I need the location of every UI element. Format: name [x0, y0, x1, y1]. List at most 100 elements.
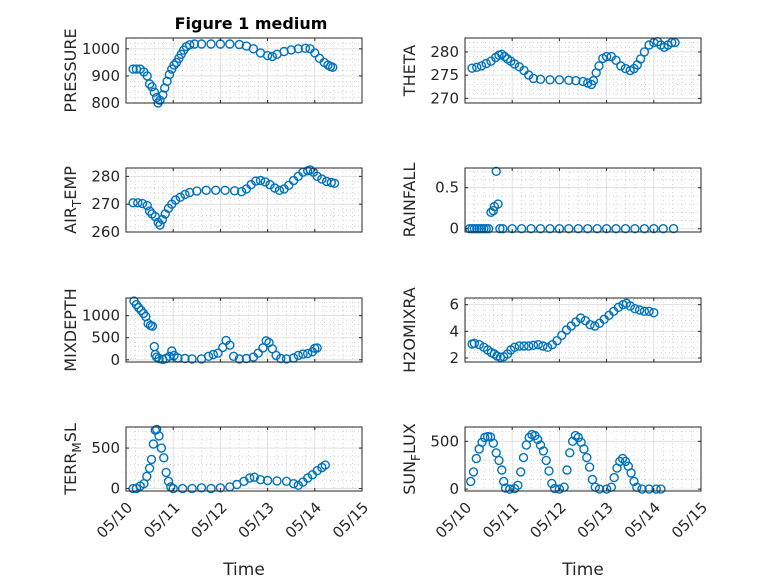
data-point: [588, 75, 599, 86]
data-point: [528, 73, 539, 84]
data-point: [592, 223, 602, 234]
data-point: [225, 340, 235, 350]
panel-air-temp: 260 270 280 AIRTEMP: [61, 165, 363, 241]
data-point: [583, 223, 593, 234]
data-point: [155, 220, 165, 230]
data-point: [509, 342, 520, 352]
data-point: [310, 48, 320, 58]
axes-frame: [125, 426, 363, 492]
data-point: [562, 465, 572, 475]
data-point: [494, 455, 504, 466]
data-point: [513, 480, 523, 490]
data-point: [220, 185, 230, 196]
data-point: [234, 354, 245, 364]
data-point: [471, 453, 481, 464]
data-point: [554, 223, 565, 234]
data-point: [601, 51, 612, 62]
data-point: [559, 482, 569, 492]
data-point: [547, 478, 557, 489]
data-point: [483, 223, 494, 234]
data-point: [293, 44, 303, 54]
data-point: [616, 61, 626, 71]
data-point: [615, 456, 625, 467]
data-point: [164, 69, 175, 80]
data-point: [524, 341, 534, 351]
data-point: [167, 346, 177, 356]
data-point: [582, 452, 592, 463]
data-point: [472, 62, 482, 73]
data-point: [288, 479, 299, 489]
data-point: [493, 199, 503, 209]
data-point: [644, 306, 654, 316]
data-point: [620, 456, 631, 467]
data-point: [639, 47, 650, 57]
data-point: [148, 439, 159, 449]
data-point: [601, 223, 612, 234]
data-point: [201, 185, 211, 196]
data-point: [526, 223, 536, 234]
panel-h2omixra: 2 4 6 H2OMIXRA: [400, 287, 702, 373]
data-point: [155, 95, 165, 106]
data-point: [149, 87, 160, 97]
data-point: [667, 37, 677, 48]
data-point: [146, 454, 157, 465]
y-tick-label: 1000: [82, 40, 120, 58]
data-point: [203, 351, 214, 361]
data-point: [244, 473, 255, 483]
data-point: [298, 349, 308, 359]
y-tick-label: 2: [449, 349, 459, 367]
data-point: [649, 223, 659, 234]
y-tick-label: 280: [430, 43, 459, 61]
data-point: [144, 463, 155, 473]
data-point: [668, 223, 679, 234]
axes-frame: [464, 37, 702, 104]
data-point: [535, 440, 546, 450]
x-tick-label: 05/12: [526, 499, 569, 542]
y-axis-label: SUNFLUX: [400, 423, 423, 495]
data-point: [215, 483, 226, 493]
data-point: [189, 39, 200, 49]
x-tick-label: 05/14: [621, 499, 664, 542]
y-tick-label: 260: [91, 223, 120, 241]
y-tick-label: 4: [449, 322, 459, 340]
data-point: [177, 483, 188, 494]
data-point: [225, 39, 235, 49]
data-point: [533, 434, 543, 445]
data-point: [128, 198, 138, 208]
data-point: [579, 444, 589, 454]
axes-frame: [464, 167, 702, 233]
data-point: [670, 37, 680, 48]
y-axis-label: MIXDEPTH: [61, 288, 80, 371]
data-point: [509, 59, 520, 69]
data-point: [639, 306, 650, 316]
data-point: [248, 44, 259, 54]
data-point: [136, 305, 146, 316]
axes-frame: [464, 297, 702, 363]
data-point: [284, 180, 294, 191]
panel-sun-flux: 0 500 05/10 05/11 05/12 05/13 05/14 05/15 Time SU…: [400, 423, 711, 580]
data-point: [468, 467, 479, 477]
data-point: [516, 467, 526, 477]
data-point: [303, 473, 313, 483]
data-point: [550, 483, 560, 494]
y-tick-label: 0: [449, 220, 459, 238]
data-point: [286, 45, 296, 55]
data-point: [208, 349, 219, 360]
data-point: [206, 39, 216, 49]
y-tick-label: 800: [91, 94, 120, 112]
data-point: [312, 171, 322, 182]
data-point: [196, 39, 207, 49]
data-point: [575, 313, 586, 323]
data-point: [497, 49, 507, 59]
data-point: [164, 351, 175, 361]
y-tick-label: 500: [91, 439, 120, 457]
data-point: [488, 205, 498, 216]
data-point: [606, 482, 616, 492]
y-tick-label: 900: [91, 67, 120, 85]
data-point: [630, 304, 640, 314]
data-point: [251, 176, 261, 186]
data-point: [142, 471, 152, 482]
